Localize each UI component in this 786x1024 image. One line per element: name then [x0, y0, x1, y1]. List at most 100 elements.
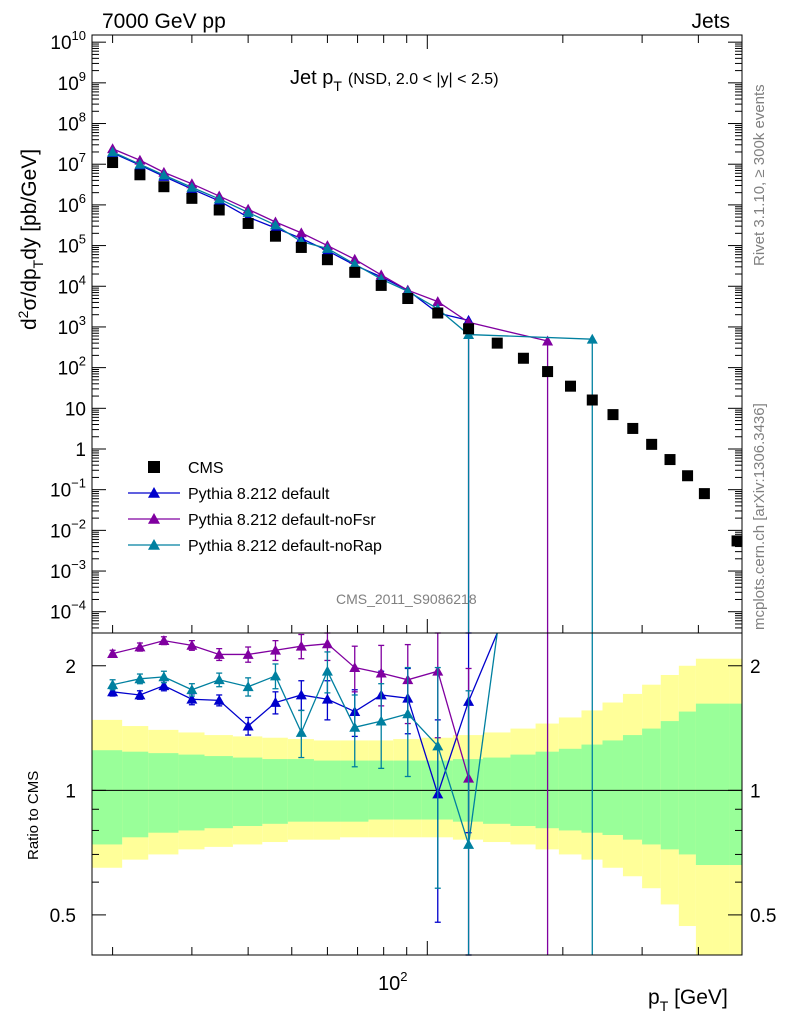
y-axis-label: d2σ/dpTdy [pb/GeV] [15, 149, 46, 330]
ratio-marker-0 [107, 686, 119, 697]
x-axis-label: pT [GeV] [648, 986, 728, 1014]
ratio-tail-0 [467, 632, 498, 702]
cms-data-point [542, 366, 554, 378]
ratio-line-2 [112, 669, 470, 845]
main-panel-ticks [92, 35, 743, 634]
stat-uncertainty-band [602, 740, 623, 835]
ratio-marker-2 [213, 674, 225, 685]
ratio-marker-1 [242, 648, 254, 659]
ratio-marker-1 [269, 644, 281, 655]
cms-data-point [349, 266, 361, 278]
series-marker-1 [542, 335, 554, 346]
cms-data-point [491, 337, 503, 349]
cms-data-point [134, 169, 146, 181]
legend-label: CMS [188, 460, 224, 477]
series-marker-2 [242, 207, 254, 217]
ratio-marker-2 [134, 673, 146, 684]
cms-data-point [269, 230, 281, 242]
main-panel-series [107, 143, 743, 633]
ratio-line-1 [112, 639, 470, 779]
stat-uncertainty-band [313, 760, 341, 822]
series-line-2 [112, 151, 593, 340]
series-marker-2 [186, 181, 198, 192]
ratio-marker-2 [186, 684, 198, 695]
ratio-tick-label-right: 1 [750, 781, 761, 802]
ratio-marker-2 [295, 726, 307, 737]
cms-data-point [107, 157, 119, 169]
cms-data-point [682, 470, 694, 482]
ratio-marker-2 [432, 740, 444, 751]
ratio-tail-2 [467, 632, 498, 845]
stat-uncertainty-band [695, 703, 713, 866]
cms-data-point [213, 204, 225, 216]
ratio-marker-2 [158, 671, 170, 682]
cms-data-point [402, 293, 414, 305]
ratio-marker-0 [269, 697, 281, 707]
legend-marker [148, 487, 160, 498]
cms-data-point [664, 454, 676, 466]
ratio-marker-1 [107, 648, 119, 659]
header-left: 7000 GeV pp [102, 10, 226, 33]
series-marker-1 [295, 227, 307, 238]
y-tick-label: 105 [58, 232, 86, 258]
stat-uncertainty-band [178, 754, 205, 831]
series-marker-2 [158, 169, 170, 180]
ratio-marker-2 [375, 715, 387, 726]
stat-uncertainty-band [712, 703, 730, 866]
stat-uncertainty-band [660, 721, 679, 850]
cms-data-point [565, 380, 577, 392]
ratio-marker-2 [349, 721, 361, 732]
stat-uncertainty-band [558, 748, 582, 831]
ratio-panel-ticks [92, 665, 743, 955]
y-tick-labels: 101010910810710610510410310210110−110−21… [50, 28, 777, 927]
stat-uncertainty-band [262, 759, 288, 824]
ratio-marker-0 [158, 680, 170, 691]
y-tick-label: 1010 [50, 28, 86, 54]
legend-label: Pythia 8.212 default [188, 486, 330, 503]
ratio-marker-1 [349, 662, 361, 672]
header-right: Jets [691, 10, 730, 33]
ratio-axis-label: Ratio to CMS [25, 771, 42, 860]
cms-data-point [517, 352, 529, 364]
ratio-tick-label-left: 1 [65, 781, 76, 802]
series-marker-2 [321, 242, 333, 253]
ratio-marker-1 [375, 667, 387, 678]
series-marker-2 [134, 158, 146, 169]
legend-marker [148, 513, 160, 524]
legend-label: Pythia 8.212 default-noRap [188, 538, 382, 555]
ratio-marker-0 [242, 720, 254, 731]
cms-data-point [375, 279, 387, 291]
ratio-marker-1 [321, 638, 333, 649]
y-tick-label: 10−2 [50, 516, 86, 542]
ratio-marker-1 [186, 639, 198, 650]
ratio-marker-2 [321, 665, 333, 676]
legend-marker-cms [148, 461, 160, 473]
ratio-tick-label-right: 2 [750, 657, 761, 678]
cms-data-point [463, 323, 475, 335]
ratio-marker-1 [295, 640, 307, 651]
rivet-label: Rivet 3.1.10, ≥ 300k events [751, 84, 768, 266]
cms-data-point [295, 241, 307, 253]
y-tick-label: 10−1 [50, 476, 86, 502]
y-tick-label: 103 [58, 313, 86, 339]
stat-uncertainty-band [642, 728, 661, 845]
y-tick-label: 104 [58, 272, 86, 298]
analysis-watermark: CMS_2011_S9086218 [336, 591, 477, 607]
cms-data-point [432, 307, 444, 319]
cms-data-point [698, 488, 710, 500]
y-tick-label: 1 [75, 440, 86, 461]
legend: CMS Pythia 8.212 default Pythia 8.212 defa… [128, 460, 382, 555]
ratio-tick-label-left: 2 [65, 657, 76, 678]
series-marker-2 [107, 146, 119, 157]
series-marker-2 [213, 193, 225, 204]
ratio-tick-label-right: 0.5 [750, 906, 776, 927]
series-marker-2 [269, 219, 281, 230]
cms-data-point [242, 217, 254, 229]
stat-uncertainty-band [148, 753, 179, 833]
ratio-marker-0 [134, 689, 146, 700]
y-tick-label: 108 [58, 110, 86, 136]
cms-data-point [321, 254, 333, 266]
ratio-marker-2 [402, 708, 414, 719]
ratio-tick-label-left: 0.5 [50, 906, 76, 927]
